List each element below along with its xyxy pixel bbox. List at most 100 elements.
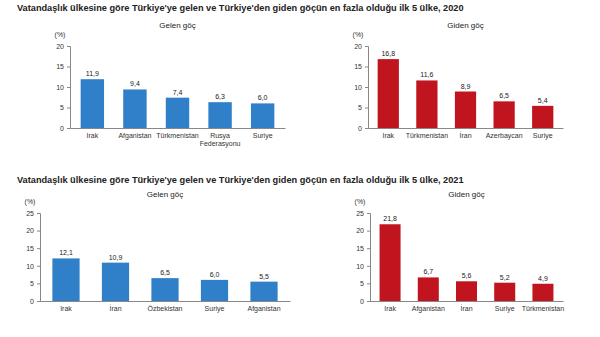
bar [493,101,514,128]
bar [208,102,231,128]
y-tick-mark [67,67,70,68]
x-tick: Suriye [205,301,225,313]
x-tick-label: İran [109,304,121,312]
data-labels: 12,110,96,56,05,5 [59,249,269,279]
x-tick: Azerbaycan [486,128,523,140]
data-label: 10,9 [109,254,123,261]
chart-title: Vatandaşlık ülkesine göre Türkiye'ye gel… [17,3,464,13]
y-tick-mark [365,87,368,88]
y-tick-mark [37,248,40,249]
y-tick: 5 [358,104,368,111]
y-tick-mark [367,266,370,267]
y-tick: 0 [60,125,70,132]
y-tick-label: 0 [30,298,34,305]
y-axis-label: (%) [55,31,66,39]
bars [81,79,275,128]
bar [455,92,476,128]
y-tick-label: 10 [354,84,362,91]
y-tick-mark [37,283,40,284]
data-label: 16,8 [381,50,395,57]
y-tick-mark [37,301,40,302]
chart-title: Vatandaşlık ülkesine göre Türkiye'ye gel… [17,175,464,185]
x-tick: Irak [382,128,394,139]
y-tick-label: 15 [56,63,64,70]
panel: 05101520(%)IrakTürkmenistanİranAzerbayca… [353,31,564,140]
data-label: 6,7 [423,268,433,275]
data-labels: 11,99,47,46,36,0 [86,70,268,101]
data-label: 12,1 [59,249,73,256]
data-label: 5,2 [500,274,510,281]
y-tick-mark [37,231,40,232]
bar [52,258,79,301]
bar [250,282,277,301]
y-tick-mark [365,108,368,109]
x-tick: İran [459,128,471,139]
y-tick: 0 [30,298,40,305]
y-tick-label: 15 [26,245,34,252]
bar [251,103,274,128]
x-tick-label: Azerbaycan [486,132,523,140]
y-tick-mark [67,128,70,129]
data-label: 7,4 [173,89,183,96]
y-tick-mark [365,128,368,129]
x-tick-label: Irak [382,132,394,139]
x-tick-label: Türkmenistan [156,132,199,139]
y-tick-label: 5 [60,104,64,111]
y-tick: 20 [26,227,40,234]
y-tick: 5 [60,104,70,111]
bar [380,224,401,301]
y-axis-label: (%) [25,198,36,206]
bar [81,79,104,128]
y-tick: 15 [56,63,70,70]
y-tick: 5 [360,280,370,287]
x-tick: Suriye [495,301,515,313]
y-tick-label: 20 [56,43,64,50]
x-tick: İran [109,301,121,312]
x-tick-label: Suriye [205,305,225,313]
x-tick-label: İran [459,131,471,139]
x-tick-label: Suriye [533,132,553,140]
data-labels: 16,811,68,96,55,4 [381,50,547,104]
y-tick-mark [37,213,40,214]
data-label: 6,0 [210,271,220,278]
y-tick: 15 [356,245,370,252]
x-tick-label: Afganistan [118,132,151,140]
y-axis: 0510152025 [356,210,370,305]
y-tick-label: 5 [358,104,362,111]
x-axis: IrakİranÖzbekistanSuriyeAfganistan [41,301,291,313]
x-tick-label: RusyaFederasyonu [200,132,241,148]
y-axis: 05101520 [56,43,70,132]
y-tick-label: 25 [356,210,364,217]
x-tick: Suriye [253,128,273,140]
x-tick: Irak [87,128,99,139]
y-tick-mark [367,248,370,249]
panel-subtitle: Giden göç [448,190,484,199]
x-tick-label: İran [460,304,472,312]
data-label: 21,8 [383,215,397,222]
y-tick-label: 25 [26,210,34,217]
y-tick: 20 [56,43,70,50]
y-axis-label: (%) [353,31,364,39]
x-tick-label: Afganistan [412,305,445,313]
x-tick-label: Suriye [495,305,515,313]
x-tick-label: Özbekistan [147,305,182,312]
y-tick: 20 [356,227,370,234]
y-axis: 0510152025 [26,210,40,305]
data-label: 6,3 [215,93,225,100]
x-axis: IrakTürkmenistanİranAzerbaycanSuriye [369,128,564,140]
bar [166,98,189,128]
bars [380,224,554,301]
panel: 0510152025(%)IrakAfganistanİranSuriyeTür… [355,198,565,313]
figure: Vatandaşlık ülkesine göre Türkiye'ye gel… [0,0,600,337]
y-tick: 25 [26,210,40,217]
panel: 05101520(%)IrakAfganistanTürkmenistanRus… [55,31,286,148]
y-tick-mark [365,67,368,68]
bar [378,59,399,128]
bar [416,80,437,128]
x-tick: Irak [384,301,396,312]
bar [456,281,477,301]
y-tick-label: 0 [60,125,64,132]
y-tick: 15 [354,63,368,70]
y-axis-label: (%) [355,198,366,206]
y-tick-mark [367,283,370,284]
